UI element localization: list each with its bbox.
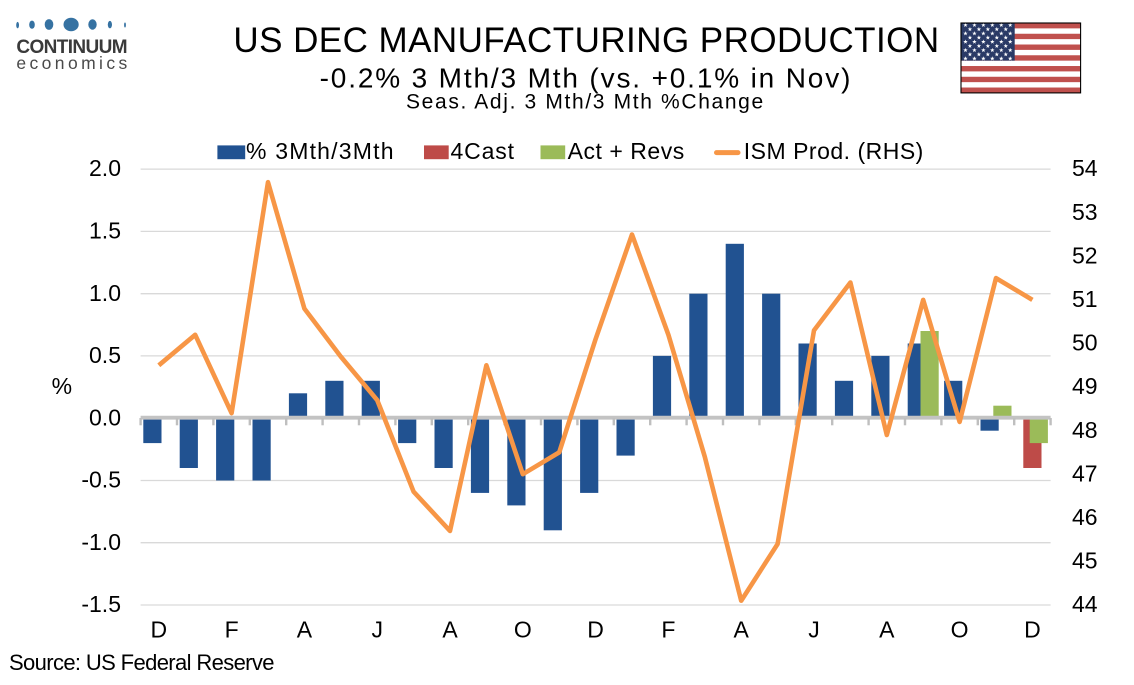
svg-text:-0.2% 3 Mth/3 Mth (vs. +0.1% i: -0.2% 3 Mth/3 Mth (vs. +0.1% in Nov) — [320, 63, 853, 94]
svg-text:0.5: 0.5 — [89, 342, 121, 368]
svg-text:49: 49 — [1072, 373, 1098, 399]
svg-text:F: F — [661, 617, 675, 643]
svg-text:-1.0: -1.0 — [81, 529, 121, 555]
svg-text:economics: economics — [16, 53, 130, 73]
svg-text:F: F — [225, 617, 239, 643]
svg-text:50: 50 — [1072, 330, 1098, 356]
svg-text:Act + Revs: Act + Revs — [568, 138, 685, 164]
svg-text:4Cast: 4Cast — [451, 138, 515, 164]
svg-text:D: D — [587, 617, 604, 643]
svg-text:A: A — [734, 617, 750, 643]
svg-text:1.5: 1.5 — [89, 218, 121, 244]
svg-text:A: A — [879, 617, 895, 643]
svg-text:US DEC MANUFACTURING PRODUCTIO: US DEC MANUFACTURING PRODUCTION — [233, 21, 939, 60]
svg-text:1.0: 1.0 — [89, 280, 121, 306]
svg-text:% 3Mth/3Mth: % 3Mth/3Mth — [246, 138, 395, 164]
svg-text:A: A — [442, 617, 458, 643]
svg-text:J: J — [371, 617, 383, 643]
svg-text:O: O — [951, 617, 969, 643]
svg-text:ISM Prod. (RHS): ISM Prod. (RHS) — [744, 138, 924, 164]
svg-text:D: D — [150, 617, 167, 643]
svg-text:Source: US Federal Reserve: Source: US Federal Reserve — [9, 650, 274, 675]
svg-text:54: 54 — [1072, 155, 1098, 181]
svg-text:47: 47 — [1072, 460, 1098, 486]
svg-text:%: % — [52, 373, 72, 399]
svg-text:J: J — [808, 617, 820, 643]
svg-text:CONTINUUM: CONTINUUM — [16, 37, 127, 58]
svg-text:-0.5: -0.5 — [81, 467, 121, 493]
svg-text:2.0: 2.0 — [89, 155, 121, 181]
svg-text:44: 44 — [1072, 591, 1098, 617]
svg-text:D: D — [1024, 617, 1041, 643]
svg-text:A: A — [297, 617, 313, 643]
svg-text:O: O — [514, 617, 532, 643]
svg-text:Seas. Adj. 3 Mth/3 Mth %Change: Seas. Adj. 3 Mth/3 Mth %Change — [406, 91, 765, 114]
svg-text:0.0: 0.0 — [89, 404, 121, 430]
svg-text:52: 52 — [1072, 242, 1098, 268]
svg-text:51: 51 — [1072, 286, 1098, 312]
svg-text:-1.5: -1.5 — [81, 591, 121, 617]
svg-text:53: 53 — [1072, 199, 1098, 225]
svg-text:45: 45 — [1072, 548, 1098, 574]
svg-text:46: 46 — [1072, 504, 1098, 530]
svg-text:48: 48 — [1072, 417, 1098, 443]
